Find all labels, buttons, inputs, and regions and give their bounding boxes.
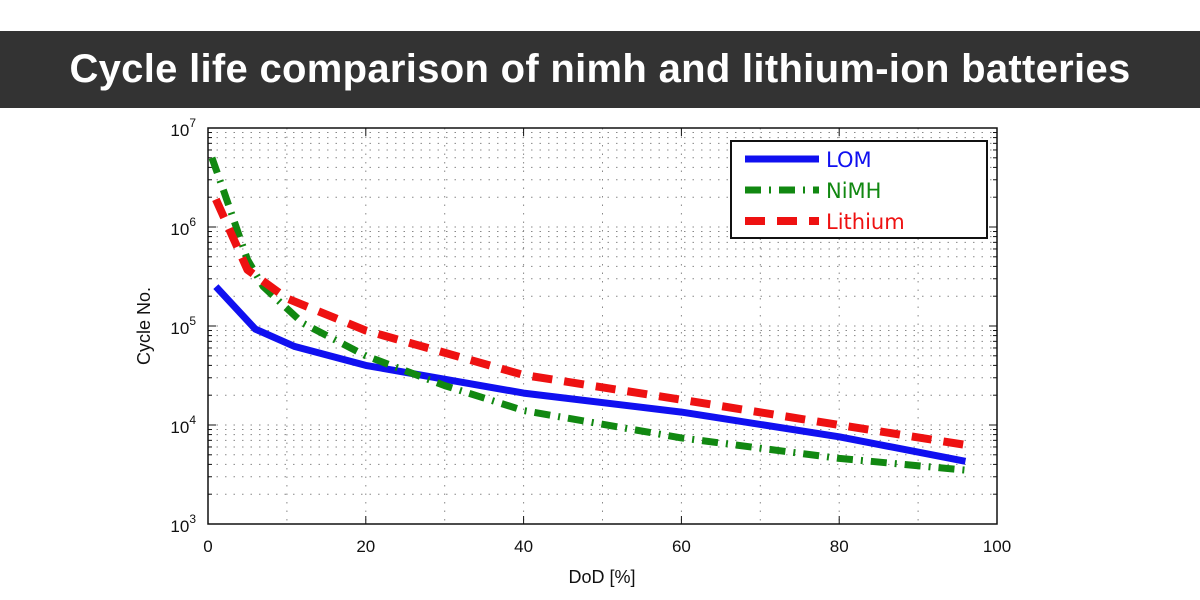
legend-label-lithium: Lithium [826, 210, 905, 234]
y-axis-label: Cycle No. [134, 287, 154, 365]
y-tick-label: 107 [170, 116, 196, 140]
y-tick-label: 104 [170, 413, 196, 437]
legend-label-lom: LOM [826, 148, 872, 172]
x-tick-label: 60 [672, 537, 691, 556]
y-tick-label: 105 [170, 314, 196, 338]
x-tick-label: 20 [356, 537, 375, 556]
series-lines [208, 156, 967, 474]
x-tick-label: 100 [983, 537, 1011, 556]
x-tick-label: 40 [514, 537, 533, 556]
legend-label-nimh: NiMH [826, 179, 881, 203]
series-line-lithium [212, 197, 967, 449]
tick-labels: 0 20 40 60 80 100 103 104 105 106 107 [170, 116, 1011, 556]
legend-box [730, 140, 988, 239]
y-tick-label: 106 [170, 215, 196, 239]
series-line-lom [213, 284, 967, 465]
chart-title: Cycle life comparison of nimh and lithiu… [69, 47, 1131, 91]
x-tick-label: 80 [830, 537, 849, 556]
title-bar: Cycle life comparison of nimh and lithiu… [0, 31, 1200, 108]
x-axis-label: DoD [%] [568, 567, 635, 587]
x-tick-label: 0 [203, 537, 212, 556]
y-tick-label: 103 [170, 512, 196, 536]
plot-frame [207, 127, 998, 525]
legend: LOM NiMH Lithium [730, 140, 988, 239]
